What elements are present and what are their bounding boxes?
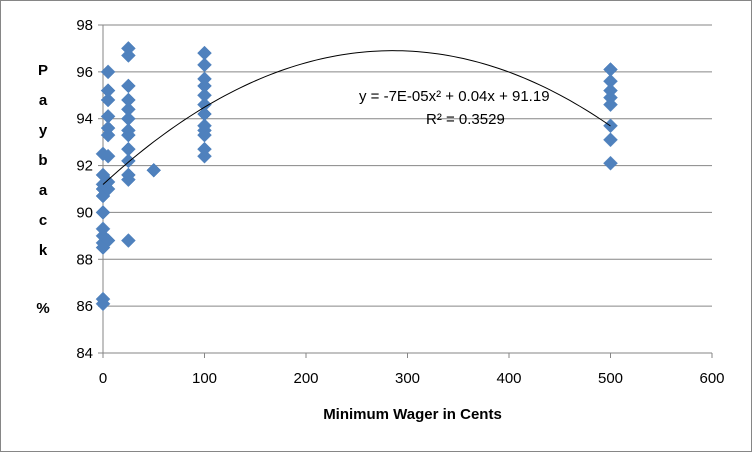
- data-point: [121, 123, 136, 138]
- x-axis-title: Minimum Wager in Cents: [323, 406, 502, 423]
- data-point: [100, 233, 116, 248]
- y-tick-labels: 84 86 88 90 92 94 96 98: [76, 17, 103, 362]
- data-point: [197, 118, 212, 134]
- x-tick-label: 600: [699, 370, 724, 387]
- data-point: [197, 141, 212, 157]
- data-point: [146, 162, 162, 178]
- trendline: [102, 50, 611, 185]
- gridlines: [103, 24, 712, 307]
- y-axis-title-letter: k: [39, 242, 48, 259]
- data-point: [100, 64, 116, 80]
- x-tick-label: 0: [99, 370, 107, 387]
- axes: [102, 25, 712, 354]
- y-axis-title-letter: c: [39, 212, 47, 229]
- data-point: [95, 205, 111, 220]
- y-axis-title-letter: b: [38, 152, 47, 169]
- data-point: [197, 45, 212, 61]
- data-point: [100, 92, 116, 108]
- y-tick-label: 86: [76, 298, 93, 315]
- data-point: [100, 120, 116, 136]
- data-point: [197, 97, 212, 113]
- y-tick-label: 98: [76, 17, 93, 34]
- y-axis-title-letter: a: [39, 92, 48, 109]
- y-tick-label: 88: [76, 251, 93, 268]
- y-axis-title-letter: y: [39, 122, 48, 139]
- x-tick-label: 200: [293, 370, 318, 387]
- data-point: [121, 111, 136, 127]
- data-point: [197, 57, 212, 73]
- data-point: [197, 71, 212, 87]
- data-point: [100, 83, 116, 98]
- data-point: [121, 101, 136, 117]
- data-point: [100, 148, 116, 164]
- data-point: [197, 87, 212, 103]
- data-point: [603, 73, 618, 89]
- data-point: [100, 109, 116, 124]
- x-tick-labels: 0 100 200 300 400 500 600: [99, 353, 725, 387]
- data-point: [603, 62, 618, 77]
- y-axis-title-letter: P: [38, 62, 48, 79]
- y-tick-label: 92: [76, 158, 93, 175]
- data-point: [121, 78, 136, 94]
- trendline-r-squared: R² = 0.3529: [426, 111, 505, 128]
- data-point: [121, 167, 136, 183]
- x-tick-label: 400: [496, 370, 521, 387]
- data-point: [603, 83, 618, 98]
- data-point: [121, 92, 136, 108]
- y-tick-label: 94: [76, 111, 93, 128]
- data-point: [603, 155, 618, 171]
- data-point: [121, 141, 136, 157]
- y-tick-label: 90: [76, 204, 93, 221]
- data-point: [603, 132, 618, 148]
- y-tick-label: 84: [76, 345, 93, 362]
- data-point: [121, 233, 136, 248]
- data-point: [197, 106, 212, 122]
- x-tick-label: 500: [598, 370, 623, 387]
- x-tick-label: 300: [395, 370, 420, 387]
- y-axis-title-letter: %: [36, 300, 49, 317]
- y-axis-title-letter: a: [39, 182, 48, 199]
- data-points: [95, 41, 618, 312]
- data-point: [100, 174, 116, 190]
- trendline-equation: y = -7E-05x² + 0.04x + 91.19: [359, 88, 550, 105]
- y-tick-label: 96: [76, 64, 93, 81]
- data-point: [121, 41, 136, 56]
- data-point: [95, 291, 111, 307]
- x-tick-label: 100: [192, 370, 217, 387]
- data-point: [95, 221, 111, 237]
